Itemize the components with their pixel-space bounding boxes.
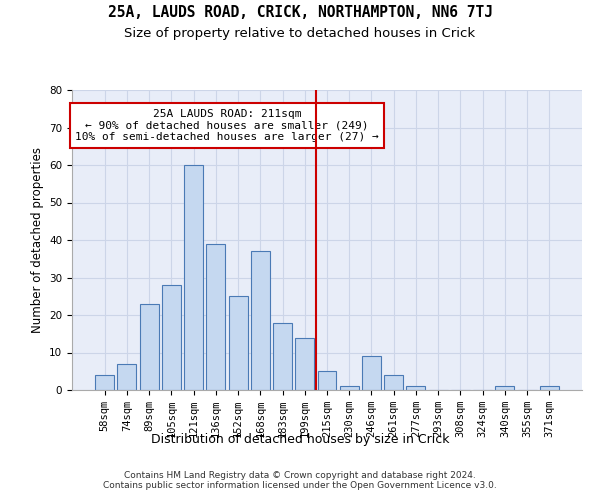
Text: 25A, LAUDS ROAD, CRICK, NORTHAMPTON, NN6 7TJ: 25A, LAUDS ROAD, CRICK, NORTHAMPTON, NN6… — [107, 5, 493, 20]
Bar — [184, 165, 203, 390]
Y-axis label: Number of detached properties: Number of detached properties — [31, 147, 44, 333]
Bar — [118, 364, 136, 390]
Bar — [317, 371, 337, 390]
Bar — [206, 244, 225, 390]
Bar — [251, 251, 270, 390]
Bar — [540, 386, 559, 390]
Bar — [384, 375, 403, 390]
Bar — [273, 322, 292, 390]
Text: Contains HM Land Registry data © Crown copyright and database right 2024.
Contai: Contains HM Land Registry data © Crown c… — [103, 470, 497, 490]
Text: Distribution of detached houses by size in Crick: Distribution of detached houses by size … — [151, 432, 449, 446]
Bar — [162, 285, 181, 390]
Bar — [295, 338, 314, 390]
Bar — [140, 304, 158, 390]
Text: 25A LAUDS ROAD: 211sqm
← 90% of detached houses are smaller (249)
10% of semi-de: 25A LAUDS ROAD: 211sqm ← 90% of detached… — [75, 109, 379, 142]
Bar — [496, 386, 514, 390]
Text: Size of property relative to detached houses in Crick: Size of property relative to detached ho… — [124, 28, 476, 40]
Bar — [406, 386, 425, 390]
Bar — [362, 356, 381, 390]
Bar — [229, 296, 248, 390]
Bar — [340, 386, 359, 390]
Bar — [95, 375, 114, 390]
